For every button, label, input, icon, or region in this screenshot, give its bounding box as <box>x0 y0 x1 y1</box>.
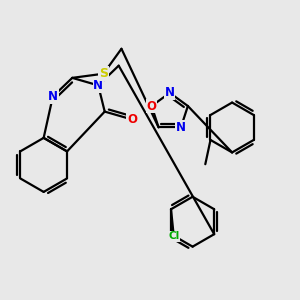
Text: Cl: Cl <box>168 231 179 241</box>
Text: O: O <box>127 113 137 126</box>
Text: S: S <box>99 67 108 80</box>
Text: N: N <box>176 121 186 134</box>
Text: O: O <box>147 100 157 112</box>
Text: N: N <box>93 79 103 92</box>
Text: N: N <box>165 86 175 99</box>
Text: N: N <box>48 90 58 103</box>
